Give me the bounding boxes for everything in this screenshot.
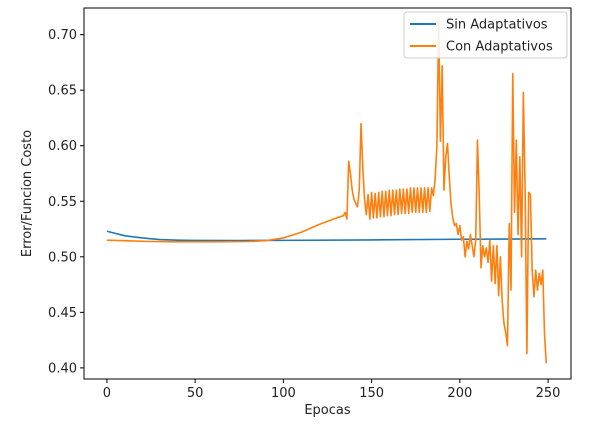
legend-entry-1: Con Adaptativos	[446, 40, 553, 55]
y-tick-label-5: 0.65	[48, 84, 77, 99]
legend-box	[403, 11, 568, 59]
series-layer	[106, 20, 548, 364]
x-tick-label-4: 200	[447, 386, 472, 401]
y-tick-label-4: 0.60	[48, 139, 77, 154]
series-line-0	[106, 230, 547, 242]
y-tick-label-1: 0.45	[48, 306, 77, 321]
series-line-1	[106, 20, 548, 364]
y-tick-label-2: 0.50	[48, 250, 77, 265]
y-tick-label-3: 0.55	[48, 195, 77, 210]
legend: Sin Adaptativos Con Adaptativos	[403, 11, 568, 59]
x-tick-label-5: 250	[536, 386, 561, 401]
y-axis-ticks: 0.40 0.45 0.50 0.55 0.60 0.65 0.70	[48, 28, 84, 376]
y-tick-label-6: 0.70	[48, 28, 77, 43]
x-tick-label-1: 50	[187, 386, 204, 401]
x-tick-label-2: 100	[271, 386, 296, 401]
x-tick-label-3: 150	[359, 386, 384, 401]
y-tick-label-0: 0.40	[48, 361, 77, 376]
x-axis-ticks: 0 50 100 150 200 250	[103, 379, 561, 401]
legend-entry-0: Sin Adaptativos	[446, 18, 548, 33]
y-axis-label: Error/Funcion Costo	[20, 130, 35, 257]
x-tick-label-0: 0	[103, 386, 111, 401]
x-axis-label: Epocas	[304, 403, 351, 418]
plot-area	[83, 7, 572, 380]
